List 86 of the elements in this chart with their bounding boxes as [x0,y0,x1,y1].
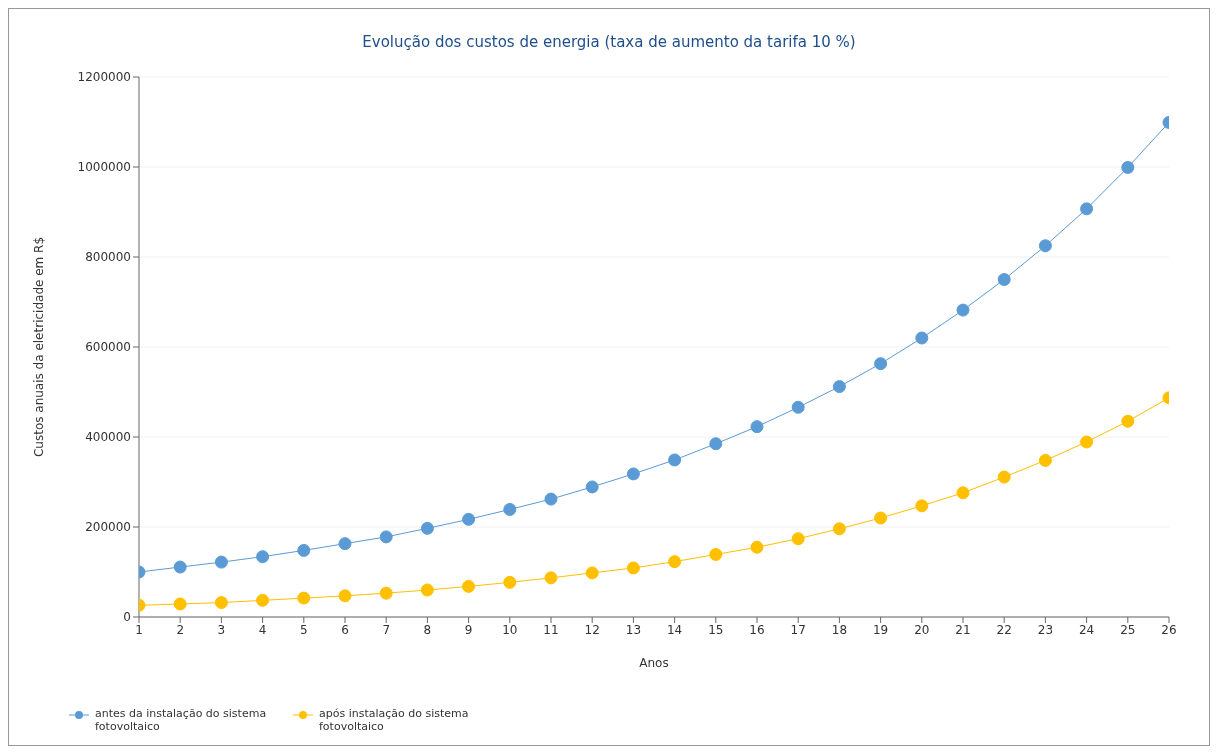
point [709,547,723,561]
point [791,400,805,414]
point [750,420,764,434]
y-tick-label: 200000 [85,520,131,535]
point [832,522,846,536]
point [256,593,270,607]
point [297,591,311,605]
y-tick-label: 600000 [85,340,131,355]
point [256,550,270,564]
x-tick-label: 7 [382,622,391,637]
point [874,511,888,525]
x-tick-label: 23 [1037,622,1054,637]
y-tick-label: 800000 [85,250,131,265]
x-tick-label: 2 [176,622,185,637]
point [874,357,888,371]
chart-title: Evolução dos custos de energia (taxa de aumento da tarifa 10 %) [361,32,857,51]
point [379,586,393,600]
x-tick-label: 10 [502,622,518,637]
x-tick-label: 8 [423,622,432,637]
point [668,555,682,569]
x-tick-label: 19 [872,622,889,637]
x-tick-label: 12 [584,622,600,637]
point [956,303,970,317]
x-tick-label: 25 [1120,622,1136,637]
x-tick-label: 17 [790,622,806,637]
point [791,532,805,546]
point [420,583,434,597]
y-tick-label: 1000000 [77,160,131,175]
point [173,597,187,611]
point [462,579,476,593]
x-tick-label: 11 [543,622,559,637]
legend-label: após instalação do sistema fotovoltaico [319,707,470,733]
x-tick-label: 9 [464,622,473,637]
point [585,566,599,580]
point [1080,435,1094,449]
x-tick-label: 14 [666,622,683,637]
y-axis-title: Custos anuais da eletricidade em R$ [32,236,47,458]
x-tick-label: 18 [831,622,848,637]
point [297,543,311,557]
point [626,467,640,481]
x-axis-title: Anos [639,656,669,670]
point [1038,239,1052,253]
x-tick-label: 1 [135,622,143,637]
point [503,502,517,516]
x-tick-label: 24 [1078,622,1095,637]
point [503,575,517,589]
point [915,331,929,345]
point [544,571,558,585]
point [709,437,723,451]
x-tick-label: 15 [708,622,724,637]
point [668,453,682,467]
x-tick-label: 5 [299,622,308,637]
point [832,380,846,394]
point [750,540,764,554]
point [1121,414,1135,428]
point [626,561,640,575]
point [379,530,393,544]
point [585,480,599,494]
x-tick-label: 22 [996,622,1012,637]
x-tick-label: 20 [914,622,930,637]
x-tick-label: 26 [1161,622,1177,637]
point [1038,453,1052,467]
point [420,521,434,535]
point [1080,202,1094,216]
point [338,589,352,603]
legend-label: antes da instalação do sistema fotovoltaico [95,707,268,733]
point [1121,160,1135,174]
point [338,537,352,551]
point [997,273,1011,286]
y-tick-label: 1200000 [77,70,131,85]
x-tick-label: 3 [217,622,226,637]
x-tick-label: 6 [341,622,349,637]
x-tick-label: 4 [258,622,267,637]
point [956,486,970,500]
y-tick-label: 400000 [85,430,131,445]
point [544,492,558,506]
x-tick-label: 21 [955,622,971,637]
point [997,470,1011,484]
point [173,560,187,574]
point [214,596,228,610]
x-tick-label: 13 [625,622,642,637]
x-tick-label: 16 [749,622,765,637]
point [214,555,228,569]
point [915,499,929,513]
y-tick-label: 0 [123,610,131,625]
point [462,512,476,526]
